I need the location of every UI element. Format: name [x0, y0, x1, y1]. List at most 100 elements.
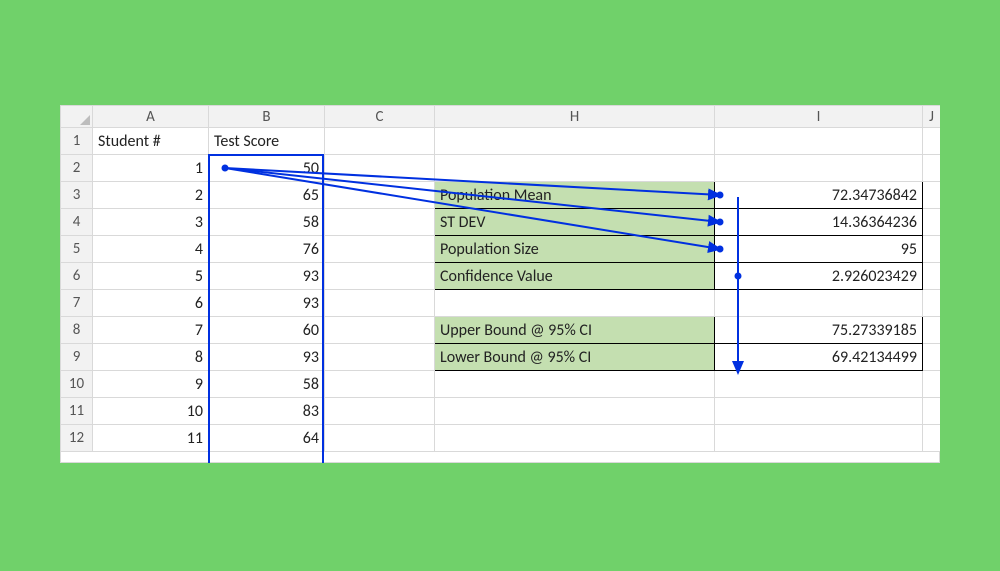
cell-B5[interactable]: 76: [209, 236, 325, 263]
cell-H8-upperbound-label[interactable]: Upper Bound @ 95% CI: [435, 317, 715, 344]
row-10[interactable]: 10 9 58: [61, 371, 941, 398]
spreadsheet-viewport[interactable]: A B C H I J 1 Student # Test Score 2: [60, 105, 940, 463]
cell-B3[interactable]: 65: [209, 182, 325, 209]
cell-B2[interactable]: 50: [209, 155, 325, 182]
cell-H2[interactable]: [435, 155, 715, 182]
cell-H1[interactable]: [435, 128, 715, 155]
row-header-1[interactable]: 1: [61, 128, 93, 155]
cell-H6-confidence-label[interactable]: Confidence Value: [435, 263, 715, 290]
col-header-A[interactable]: A: [93, 106, 209, 128]
row-header-11[interactable]: 11: [61, 398, 93, 425]
cell-J9[interactable]: [923, 344, 941, 371]
cell-B7[interactable]: 93: [209, 290, 325, 317]
col-header-H[interactable]: H: [435, 106, 715, 128]
cell-I10[interactable]: [715, 371, 923, 398]
cell-J5[interactable]: [923, 236, 941, 263]
row-header-8[interactable]: 8: [61, 317, 93, 344]
col-header-I[interactable]: I: [715, 106, 923, 128]
cell-A12[interactable]: 11: [93, 425, 209, 452]
column-header-row[interactable]: A B C H I J: [61, 106, 941, 128]
cell-H5-popsize-label[interactable]: Population Size: [435, 236, 715, 263]
cell-J3[interactable]: [923, 182, 941, 209]
cell-B9[interactable]: 93: [209, 344, 325, 371]
cell-B8[interactable]: 60: [209, 317, 325, 344]
cell-I2[interactable]: [715, 155, 923, 182]
col-header-B[interactable]: B: [209, 106, 325, 128]
cell-B6[interactable]: 93: [209, 263, 325, 290]
cell-I12[interactable]: [715, 425, 923, 452]
row-header-12[interactable]: 12: [61, 425, 93, 452]
row-header-5[interactable]: 5: [61, 236, 93, 263]
cell-B1[interactable]: Test Score: [209, 128, 325, 155]
row-header-4[interactable]: 4: [61, 209, 93, 236]
cell-C2[interactable]: [325, 155, 435, 182]
cell-I4-stdev-value[interactable]: 14.36364236: [715, 209, 923, 236]
cell-J10[interactable]: [923, 371, 941, 398]
spreadsheet-grid[interactable]: A B C H I J 1 Student # Test Score 2: [60, 105, 940, 452]
cell-C8[interactable]: [325, 317, 435, 344]
row-5[interactable]: 5 4 76 Population Size 95: [61, 236, 941, 263]
cell-A6[interactable]: 5: [93, 263, 209, 290]
cell-A7[interactable]: 6: [93, 290, 209, 317]
cell-J11[interactable]: [923, 398, 941, 425]
cell-C10[interactable]: [325, 371, 435, 398]
row-8[interactable]: 8 7 60 Upper Bound @ 95% CI 75.27339185: [61, 317, 941, 344]
cell-H9-lowerbound-label[interactable]: Lower Bound @ 95% CI: [435, 344, 715, 371]
row-1[interactable]: 1 Student # Test Score: [61, 128, 941, 155]
cell-J12[interactable]: [923, 425, 941, 452]
row-header-7[interactable]: 7: [61, 290, 93, 317]
row-2[interactable]: 2 1 50: [61, 155, 941, 182]
cell-H11[interactable]: [435, 398, 715, 425]
cell-A3[interactable]: 2: [93, 182, 209, 209]
col-header-C[interactable]: C: [325, 106, 435, 128]
row-header-10[interactable]: 10: [61, 371, 93, 398]
row-4[interactable]: 4 3 58 ST DEV 14.36364236: [61, 209, 941, 236]
col-header-J[interactable]: J: [923, 106, 941, 128]
cell-I8-upperbound-value[interactable]: 75.27339185: [715, 317, 923, 344]
cell-C4[interactable]: [325, 209, 435, 236]
row-7[interactable]: 7 6 93: [61, 290, 941, 317]
cell-J8[interactable]: [923, 317, 941, 344]
row-3[interactable]: 3 2 65 Population Mean 72.34736842: [61, 182, 941, 209]
cell-C3[interactable]: [325, 182, 435, 209]
cell-A5[interactable]: 4: [93, 236, 209, 263]
cell-A10[interactable]: 9: [93, 371, 209, 398]
cell-H10[interactable]: [435, 371, 715, 398]
row-header-9[interactable]: 9: [61, 344, 93, 371]
cell-C6[interactable]: [325, 263, 435, 290]
cell-C11[interactable]: [325, 398, 435, 425]
cell-I1[interactable]: [715, 128, 923, 155]
row-11[interactable]: 11 10 83: [61, 398, 941, 425]
cell-I6-confidence-value[interactable]: 2.926023429: [715, 263, 923, 290]
cell-I11[interactable]: [715, 398, 923, 425]
cell-B11[interactable]: 83: [209, 398, 325, 425]
cell-A9[interactable]: 8: [93, 344, 209, 371]
row-header-6[interactable]: 6: [61, 263, 93, 290]
row-header-2[interactable]: 2: [61, 155, 93, 182]
cell-H12[interactable]: [435, 425, 715, 452]
cell-J2[interactable]: [923, 155, 941, 182]
cell-B4[interactable]: 58: [209, 209, 325, 236]
cell-A4[interactable]: 3: [93, 209, 209, 236]
row-header-3[interactable]: 3: [61, 182, 93, 209]
cell-C1[interactable]: [325, 128, 435, 155]
cell-H7[interactable]: [435, 290, 715, 317]
cell-I7[interactable]: [715, 290, 923, 317]
cell-I3-population-mean-value[interactable]: 72.34736842: [715, 182, 923, 209]
cell-I5-popsize-value[interactable]: 95: [715, 236, 923, 263]
cell-I9-lowerbound-value[interactable]: 69.42134499: [715, 344, 923, 371]
cell-J1[interactable]: [923, 128, 941, 155]
select-all-corner[interactable]: [61, 106, 93, 128]
cell-A8[interactable]: 7: [93, 317, 209, 344]
cell-J4[interactable]: [923, 209, 941, 236]
cell-B12[interactable]: 64: [209, 425, 325, 452]
cell-A11[interactable]: 10: [93, 398, 209, 425]
cell-H3-population-mean-label[interactable]: Population Mean: [435, 182, 715, 209]
row-12[interactable]: 12 11 64: [61, 425, 941, 452]
cell-C9[interactable]: [325, 344, 435, 371]
cell-B10[interactable]: 58: [209, 371, 325, 398]
cell-C5[interactable]: [325, 236, 435, 263]
cell-C12[interactable]: [325, 425, 435, 452]
row-9[interactable]: 9 8 93 Lower Bound @ 95% CI 69.42134499: [61, 344, 941, 371]
cell-A2[interactable]: 1: [93, 155, 209, 182]
